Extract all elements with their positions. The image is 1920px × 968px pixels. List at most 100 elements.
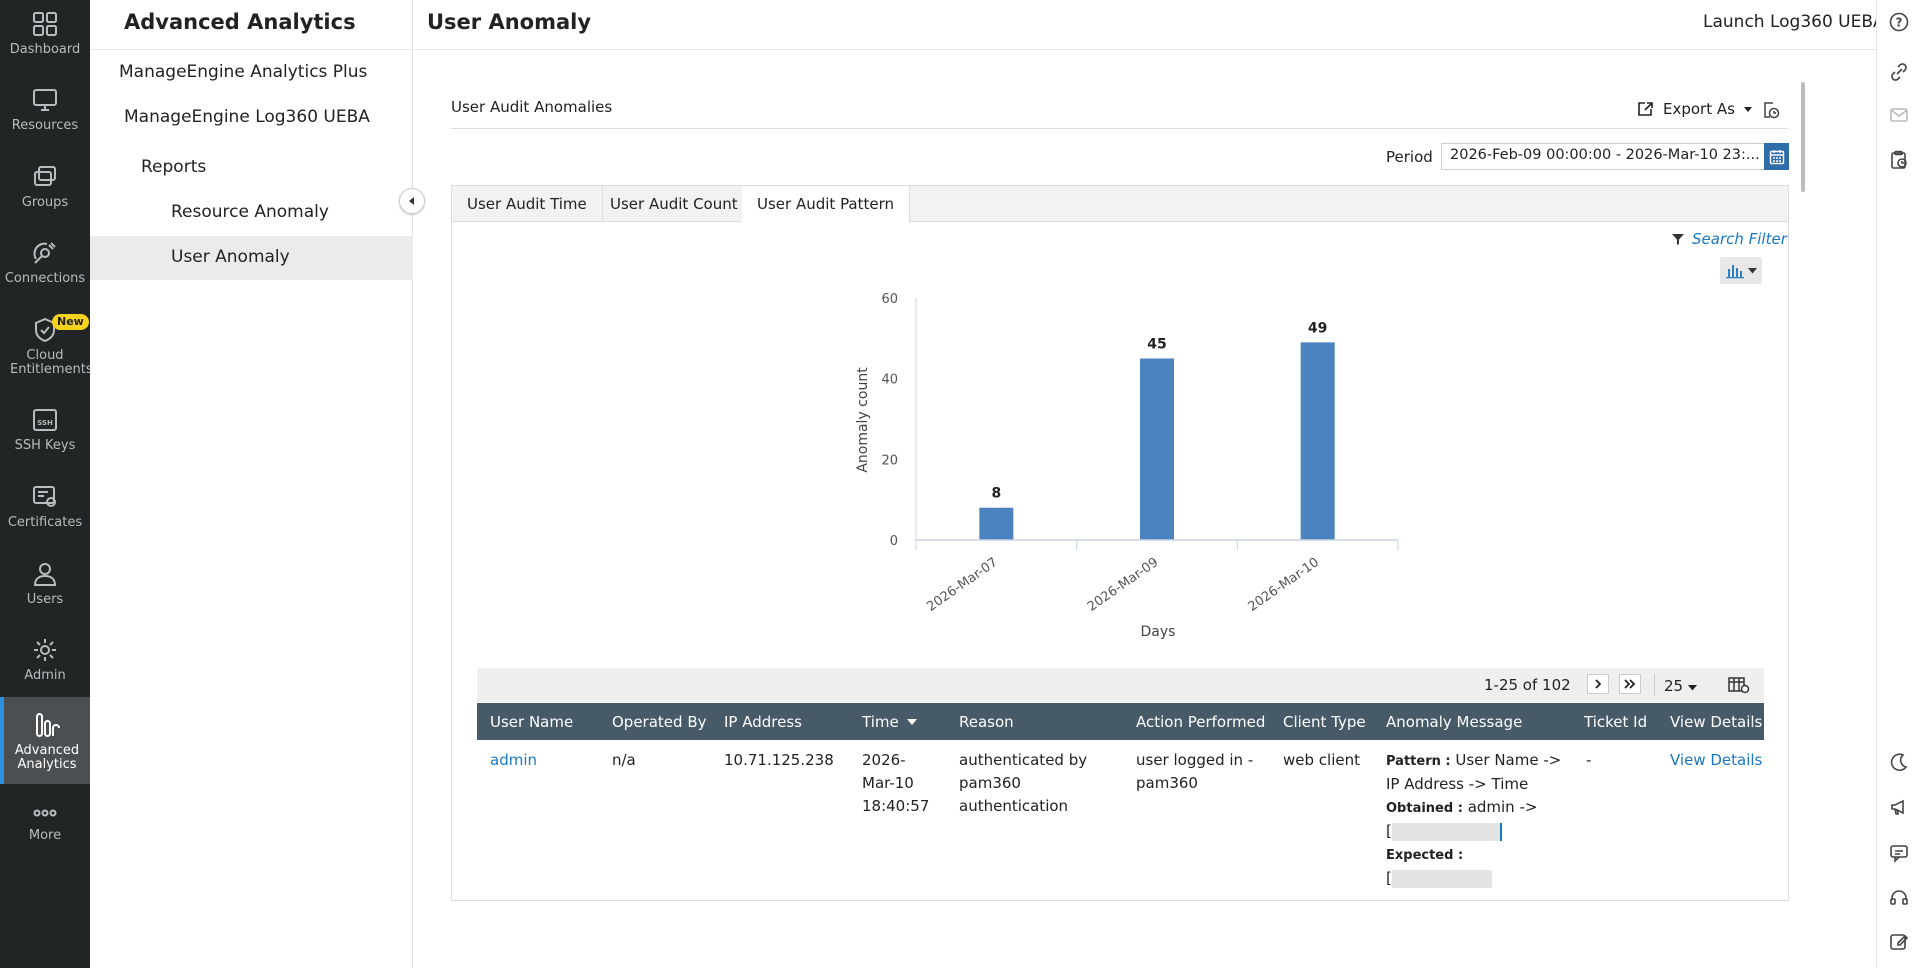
last-page-button[interactable] xyxy=(1619,674,1641,694)
rail-item-resources[interactable]: Resources xyxy=(0,86,90,133)
schedule-report-icon[interactable] xyxy=(1762,101,1780,119)
rail-item-connections[interactable]: Connections xyxy=(0,239,90,286)
rail-item-advanced-analytics[interactable]: Advanced Analytics xyxy=(0,697,90,784)
next-page-button[interactable] xyxy=(1587,674,1609,694)
user-icon xyxy=(33,563,57,586)
anomaly-message-cell: Pattern : User Name -> IP Address -> Tim… xyxy=(1386,749,1566,899)
col-view-details[interactable]: View Details xyxy=(1670,713,1763,731)
launch-log360-link[interactable]: Launch Log360 UEBA xyxy=(1703,12,1885,32)
view-details-link[interactable]: View Details xyxy=(1670,751,1763,769)
rail-item-ssh-keys[interactable]: SSH SSH Keys xyxy=(0,406,90,453)
col-anomaly-message[interactable]: Anomaly Message xyxy=(1386,713,1523,731)
col-user-name[interactable]: User Name xyxy=(490,713,574,731)
link-icon[interactable] xyxy=(1889,62,1909,82)
period-date-range-input[interactable]: 2026-Feb-09 00:00:00 - 2026-Mar-10 23:..… xyxy=(1441,143,1766,170)
divider xyxy=(90,49,413,50)
col-client-type[interactable]: Client Type xyxy=(1283,713,1366,731)
rail-label: Users xyxy=(26,592,64,607)
search-filter-link[interactable]: Search Filter xyxy=(1672,230,1787,248)
column-chooser-icon[interactable] xyxy=(1728,676,1750,694)
obtained-key: Obtained : xyxy=(1386,801,1463,816)
rail-item-groups[interactable]: Groups xyxy=(0,163,90,210)
nav-resource-anomaly[interactable]: Resource Anomaly xyxy=(171,202,329,222)
nav-reports[interactable]: Reports xyxy=(141,157,207,177)
y-tick-label: 20 xyxy=(881,453,898,468)
announcement-icon[interactable] xyxy=(1889,797,1909,817)
nav-user-anomaly[interactable]: User Anomaly xyxy=(171,247,290,267)
search-filter-label: Search Filter xyxy=(1692,230,1787,248)
col-operated-by[interactable]: Operated By xyxy=(612,713,707,731)
grid-icon xyxy=(33,12,57,36)
action-cell: user logged in - pam360 xyxy=(1136,749,1253,795)
pattern-value: User Name -> xyxy=(1455,751,1562,769)
user-name-link[interactable]: admin xyxy=(490,751,537,769)
tab-user-audit-count[interactable]: User Audit Count xyxy=(595,186,754,222)
bar-2026-Mar-10[interactable] xyxy=(1300,342,1335,540)
mail-icon[interactable] xyxy=(1889,105,1909,125)
y-axis: 0 20 40 60 xyxy=(881,292,898,549)
headset-icon[interactable] xyxy=(1889,888,1909,908)
rail-item-users[interactable]: Users xyxy=(0,560,90,607)
bar-chart-icon xyxy=(1725,264,1744,278)
col-reason[interactable]: Reason xyxy=(959,713,1014,731)
table-pager xyxy=(477,668,1764,702)
tab-panel xyxy=(451,221,1789,901)
collapse-sidebar-button[interactable] xyxy=(399,188,425,214)
feedback-edit-icon[interactable] xyxy=(1889,932,1909,952)
pattern-key: Pattern : xyxy=(1386,754,1451,769)
caret-down-icon xyxy=(1743,107,1752,112)
calendar-button[interactable] xyxy=(1764,143,1789,170)
nav-active-highlight xyxy=(90,236,413,280)
ip-address-cell: 10.71.125.238 xyxy=(724,751,834,769)
rail-item-more[interactable]: More xyxy=(0,802,90,843)
tab-user-audit-pattern[interactable]: User Audit Pattern xyxy=(742,186,911,223)
y-tick-label: 0 xyxy=(890,534,898,549)
rail-label: Cloud Entitlements xyxy=(10,348,93,377)
filter-icon xyxy=(1672,234,1684,245)
bar-2026-Mar-07[interactable] xyxy=(979,507,1014,540)
client-type-cell: web client xyxy=(1283,751,1360,769)
tab-user-audit-time[interactable]: User Audit Time xyxy=(452,186,603,222)
col-time[interactable]: Time xyxy=(862,713,917,731)
rail-item-dashboard[interactable]: Dashboard xyxy=(0,10,90,57)
table-header: User Name Operated By IP Address Time Re… xyxy=(477,703,1764,740)
rail-item-cloud-entitlements[interactable]: New Cloud Entitlements xyxy=(0,314,93,377)
chart-bars: 8 2026-Mar-07 45 2026-Mar-09 49 2026-Mar-10 xyxy=(915,320,1399,615)
secondary-nav: Advanced Analytics ManageEngine Analytic… xyxy=(90,0,413,968)
nav-log360-ueba[interactable]: ManageEngine Log360 UEBA xyxy=(124,107,370,127)
help-icon[interactable]: ? xyxy=(1889,12,1909,32)
satellite-icon xyxy=(33,242,56,264)
y-axis-title: Anomaly count xyxy=(855,367,871,473)
rail-label: Certificates xyxy=(7,515,83,530)
sort-desc-icon xyxy=(906,718,917,725)
nav-analytics-plus[interactable]: ManageEngine Analytics Plus xyxy=(119,62,368,82)
col-action-performed[interactable]: Action Performed xyxy=(1136,713,1266,731)
time-line: Mar-10 xyxy=(862,774,914,792)
chat-icon[interactable] xyxy=(1889,843,1909,863)
export-as-button[interactable]: Export As xyxy=(1637,100,1753,118)
col-ip-address[interactable]: IP Address xyxy=(724,713,802,731)
col-ticket-id[interactable]: Ticket Id xyxy=(1584,713,1648,731)
clipboard-clock-icon[interactable] xyxy=(1889,150,1909,170)
rail-item-certificates[interactable]: Certificates xyxy=(0,483,90,530)
chart-type-button[interactable] xyxy=(1720,257,1762,284)
obtained-bracket: [ xyxy=(1386,822,1392,840)
groups-icon xyxy=(34,166,56,186)
chevron-right-icon xyxy=(1595,679,1602,689)
rail-label: SSH Keys xyxy=(14,438,76,453)
bar-2026-Mar-09[interactable] xyxy=(1140,358,1174,541)
time-line: 2026- xyxy=(862,751,906,769)
gear-icon xyxy=(34,639,56,661)
action-line: user logged in - xyxy=(1136,751,1254,769)
rail-item-admin[interactable]: Admin xyxy=(0,636,90,683)
col-time-label: Time xyxy=(862,713,899,731)
dark-mode-icon[interactable] xyxy=(1889,752,1909,772)
new-badge: New xyxy=(52,314,89,330)
redacted-value xyxy=(1391,822,1502,841)
analytics-icon xyxy=(36,713,60,737)
page-size-select[interactable]: 25 xyxy=(1664,677,1697,695)
redacted-value xyxy=(1391,869,1492,888)
bar-data-label: 8 xyxy=(991,486,1001,502)
scrollbar[interactable] xyxy=(1801,82,1805,192)
period-label: Period xyxy=(1386,148,1433,166)
